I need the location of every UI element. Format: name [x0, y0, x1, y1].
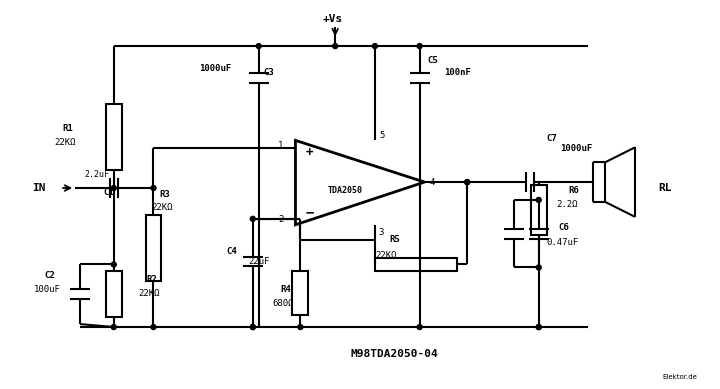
Text: R1: R1 [62, 124, 73, 133]
Text: TDA2050: TDA2050 [328, 186, 363, 194]
Circle shape [112, 186, 116, 191]
Circle shape [372, 44, 377, 49]
Circle shape [298, 324, 303, 329]
Bar [292, 272, 308, 315]
Text: R6: R6 [569, 186, 580, 194]
Text: 3: 3 [378, 228, 383, 237]
Circle shape [251, 324, 256, 329]
Circle shape [333, 44, 338, 49]
Text: C2: C2 [44, 271, 55, 280]
Text: 5: 5 [380, 131, 385, 140]
Text: C4: C4 [226, 247, 237, 256]
Text: 1000uF: 1000uF [199, 65, 231, 74]
Text: C7: C7 [546, 134, 557, 143]
Text: 2.2uF: 2.2uF [84, 170, 109, 179]
Text: +: + [305, 146, 313, 159]
Text: M98TDA2050-04: M98TDA2050-04 [351, 349, 438, 359]
Text: 100uF: 100uF [35, 285, 61, 294]
Circle shape [536, 265, 541, 270]
Text: C3: C3 [264, 68, 274, 77]
Circle shape [112, 324, 116, 329]
Bar [106, 272, 122, 317]
Text: C1: C1 [104, 187, 114, 196]
Text: R3: R3 [159, 191, 170, 200]
Bar [145, 215, 161, 281]
Circle shape [536, 324, 541, 329]
Circle shape [256, 44, 261, 49]
Text: 2: 2 [278, 216, 284, 224]
Circle shape [536, 198, 541, 202]
Bar [531, 185, 546, 235]
Circle shape [417, 44, 422, 49]
Text: C5: C5 [428, 56, 438, 65]
Text: +Vs: +Vs [323, 14, 343, 24]
Text: 4: 4 [430, 178, 435, 187]
Text: RL: RL [658, 183, 671, 193]
Text: R2: R2 [147, 275, 157, 284]
Circle shape [417, 324, 422, 329]
Text: −: − [305, 206, 314, 220]
Text: 1000uF: 1000uF [561, 144, 593, 153]
Text: R5: R5 [390, 235, 400, 244]
Text: 1: 1 [278, 141, 284, 150]
Circle shape [151, 186, 156, 191]
Circle shape [464, 180, 469, 184]
Text: IN: IN [32, 183, 46, 193]
Circle shape [251, 216, 256, 221]
Circle shape [112, 262, 116, 267]
Text: 100nF: 100nF [444, 68, 472, 77]
Text: 22uF: 22uF [249, 257, 270, 266]
Circle shape [251, 324, 256, 329]
Text: 0.47uF: 0.47uF [546, 238, 579, 247]
Text: 680Ω: 680Ω [273, 299, 294, 308]
Text: 22KΩ: 22KΩ [54, 138, 76, 147]
Bar [375, 258, 457, 272]
Bar [106, 103, 122, 170]
Text: C6: C6 [559, 223, 570, 232]
Text: 2.2Ω: 2.2Ω [557, 200, 578, 209]
Text: 22KΩ: 22KΩ [138, 289, 160, 298]
Circle shape [536, 324, 541, 329]
Text: 22KΩ: 22KΩ [375, 251, 397, 260]
Text: Elektor.de: Elektor.de [662, 374, 698, 380]
Circle shape [464, 180, 469, 184]
Circle shape [151, 324, 156, 329]
Text: R4: R4 [281, 285, 292, 294]
Text: 22KΩ: 22KΩ [151, 203, 173, 212]
